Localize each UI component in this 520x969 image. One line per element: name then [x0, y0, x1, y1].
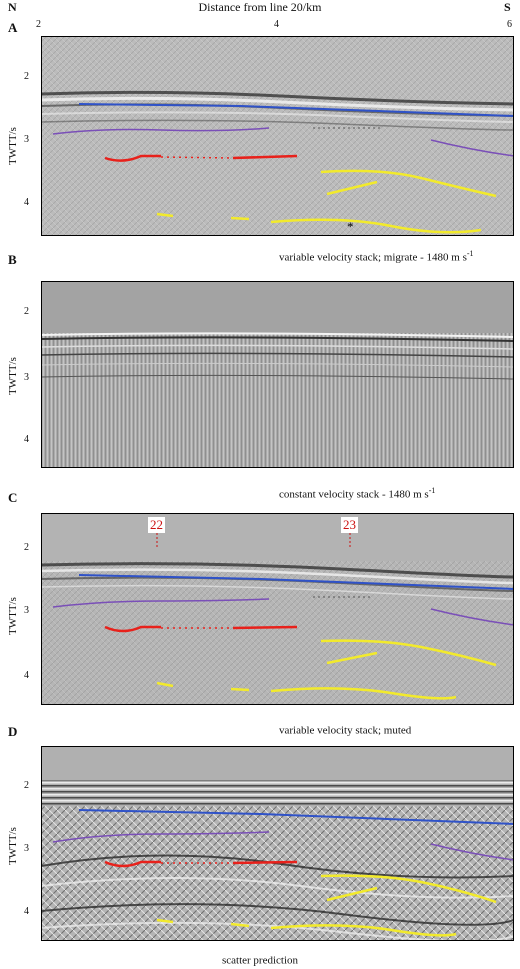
panel-b-water-column: [41, 281, 514, 333]
panel-b-caption: constant velocity stack - 1480 m s-1: [279, 486, 435, 501]
panel-a-yellow-horizons: [156, 169, 497, 234]
south-label: S: [504, 0, 511, 14]
panel-d-letter: D: [8, 724, 18, 739]
panel-d-ylabel: TWTT/s: [7, 827, 19, 865]
panel-c-ytick-3: 3: [24, 605, 29, 616]
panel-c-red-horizon-left: [104, 625, 161, 633]
well-22-label: 22: [148, 517, 165, 533]
panel-b-caption-sup: -1: [428, 486, 436, 495]
panel-d-seafloor-bands: [41, 780, 514, 806]
panel-b-ytick-4: 4: [24, 434, 29, 445]
panel-c-purple-horizon-left: [52, 598, 270, 608]
panel-c-purple-horizon-right: [430, 608, 514, 626]
panel-c-water-column: [41, 513, 514, 561]
panel-a-letter: A: [8, 20, 18, 35]
north-label: N: [8, 0, 17, 14]
panel-a-red-horizon-right: [232, 154, 298, 160]
panel-d-ytick-3: 3: [24, 843, 29, 854]
panel-c-seismic-section: [41, 513, 514, 705]
panel-a-red-horizon-left: [104, 154, 161, 162]
panel-d-purple-horizon-left: [52, 831, 270, 843]
panel-a-ylabel: TWTT/s: [7, 127, 19, 165]
panel-b-seismic-section: [41, 281, 514, 468]
panel-c-caption: variable velocity stack; muted: [279, 722, 411, 737]
panel-c-red-horizon-right: [232, 625, 298, 630]
panel-a-caption-sup: -1: [466, 249, 474, 258]
panel-d-caption-text: scatter prediction: [221, 954, 299, 967]
panel-b-ytick-3: 3: [24, 372, 29, 383]
panel-d-blue-horizon: [78, 809, 514, 825]
panel-a-red-horizon-dotted: [160, 156, 234, 159]
panel-a-star-marker: *: [347, 219, 354, 234]
panel-a-blue-horizon: [78, 103, 514, 117]
panel-a-caption: variable velocity stack; migrate - 1480 …: [279, 249, 474, 264]
x-tick-2: 2: [36, 19, 41, 30]
panel-a-background: [41, 36, 514, 236]
x-axis-title: Distance from line 20/km: [198, 0, 322, 14]
panel-c-ytick-4: 4: [24, 670, 29, 681]
panel-b-letter: B: [8, 252, 17, 267]
panel-d-yellow-horizons: [156, 874, 497, 937]
well-23-label: 23: [341, 517, 358, 533]
panel-c-blue-horizon: [78, 574, 514, 590]
panel-c-caption-text: variable velocity stack; muted: [279, 724, 412, 737]
panel-d-ytick-2: 2: [24, 780, 29, 791]
panel-d-purple-horizon-right: [430, 843, 514, 861]
panel-d-reflectors: [41, 854, 514, 941]
panel-a-ytick-3: 3: [24, 134, 29, 145]
panel-d-red-horizon-left: [104, 860, 161, 868]
panel-a-purple-horizon-right: [430, 139, 514, 157]
panel-b-reflectors: [41, 332, 514, 380]
panel-d-caption: scatter prediction: [0, 952, 520, 967]
panel-a-purple-horizon-left: [52, 127, 270, 135]
panel-b-ytick-2: 2: [24, 306, 29, 317]
panel-d-seismic-section: [41, 746, 514, 941]
panel-a-ytick-2: 2: [24, 71, 29, 82]
panel-a-caption-text: variable velocity stack; migrate - 1480 …: [279, 251, 467, 264]
panel-c-ytick-2: 2: [24, 542, 29, 553]
panel-b-caption-text: constant velocity stack - 1480 m s: [279, 488, 429, 501]
panel-c-letter: C: [8, 490, 18, 505]
panel-d-water-column: [41, 746, 514, 780]
panel-a-seismic-section: *: [41, 36, 514, 236]
panel-d-ytick-4: 4: [24, 906, 29, 917]
x-tick-4: 4: [274, 19, 279, 30]
x-tick-6: 6: [507, 19, 512, 30]
panel-b-ylabel: TWTT/s: [7, 357, 19, 395]
panel-c-yellow-horizons: [156, 639, 497, 700]
panel-c-ylabel: TWTT/s: [7, 597, 19, 635]
panel-d-red-horizon-right: [232, 860, 298, 865]
panel-a-ytick-4: 4: [24, 197, 29, 208]
